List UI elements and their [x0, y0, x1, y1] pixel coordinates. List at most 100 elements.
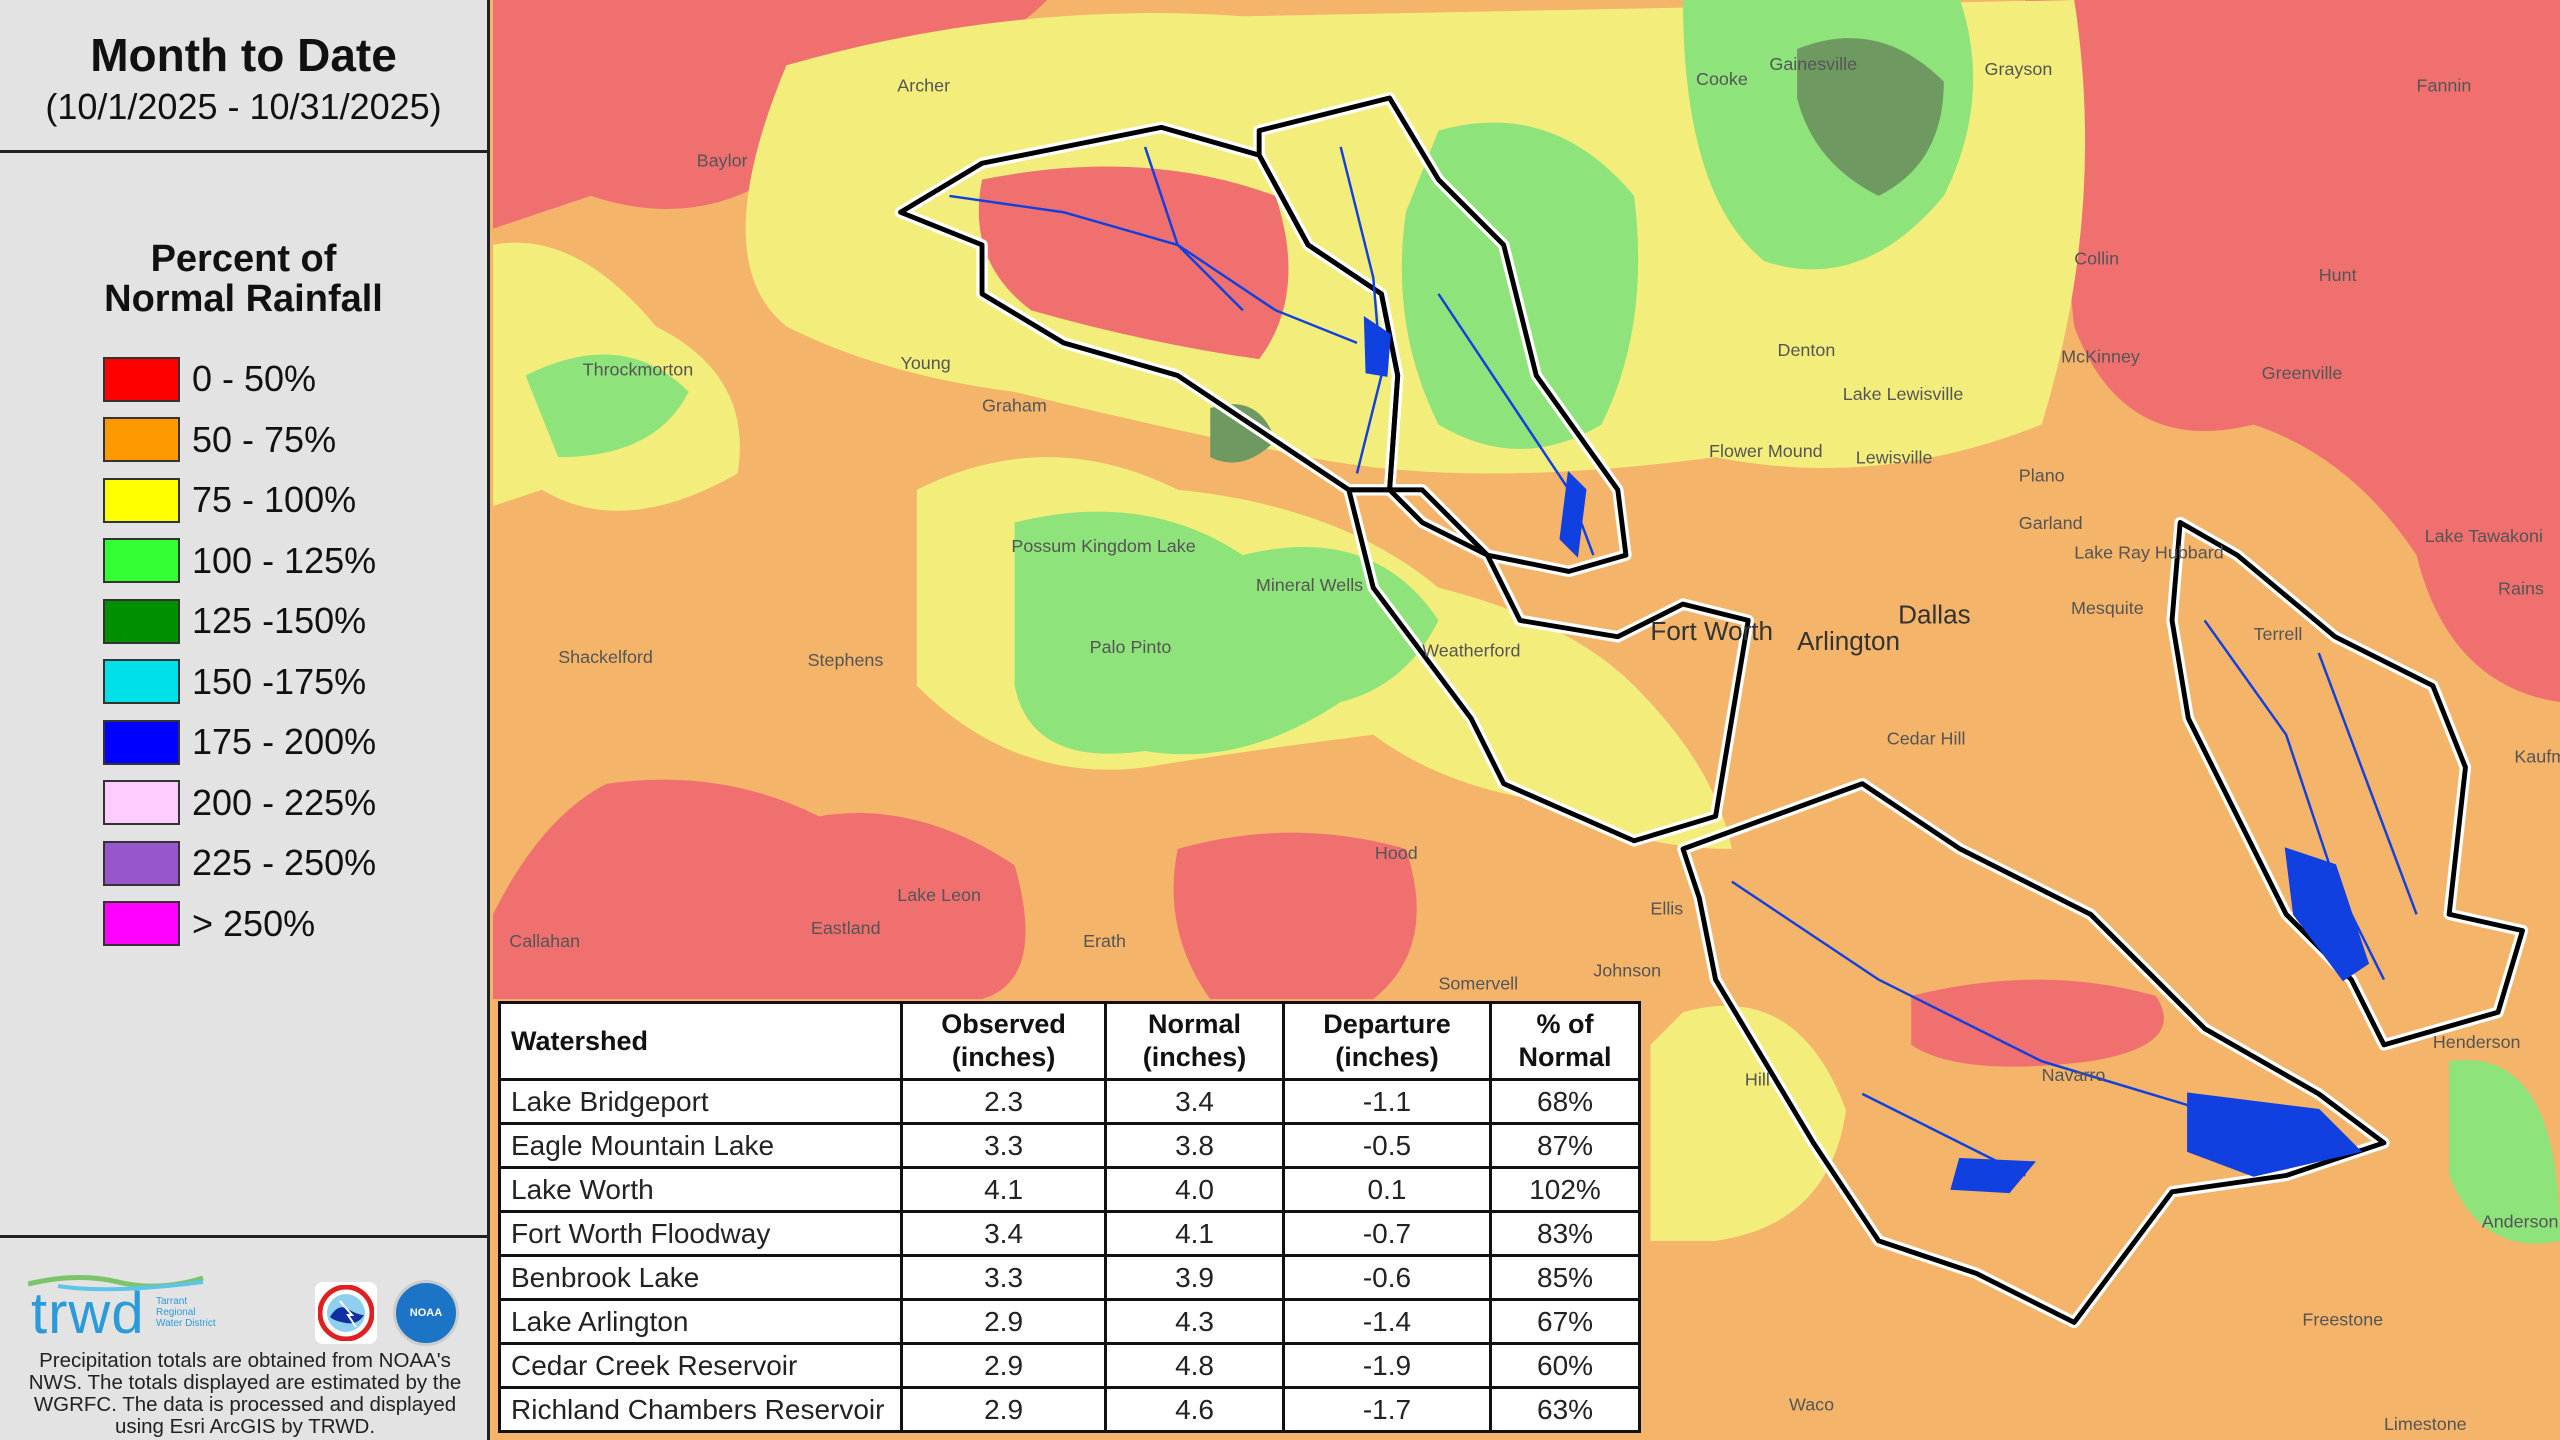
legend-label: 175 - 200%: [192, 721, 377, 763]
legend-item: > 250%: [103, 894, 487, 955]
legend-item: 125 -150%: [103, 591, 487, 652]
table-cell: -1.9: [1281, 1342, 1493, 1389]
table-cell: 4.8: [1104, 1342, 1285, 1389]
table-cell: 83%: [1489, 1210, 1641, 1257]
place-label: Baylor: [697, 151, 748, 171]
place-label: Flower Mound: [1709, 441, 1823, 461]
place-label: Ellis: [1650, 898, 1683, 918]
place-label: Graham: [982, 395, 1047, 415]
place-label: Anderson: [2482, 1212, 2559, 1232]
table-cell: 0.1: [1281, 1166, 1493, 1213]
place-label: Young: [901, 353, 951, 373]
legend-swatch: [103, 538, 180, 584]
table-cell: 68%: [1489, 1078, 1641, 1125]
table-cell: 3.4: [1104, 1078, 1285, 1125]
table-cell: Eagle Mountain Lake: [498, 1122, 903, 1169]
place-label: Callahan: [509, 931, 580, 951]
table-cell: Benbrook Lake: [498, 1254, 903, 1301]
legend-swatch: [103, 719, 180, 765]
column-header: Watershed: [498, 1001, 903, 1081]
table-cell: 3.3: [899, 1254, 1108, 1301]
table-cell: Lake Bridgeport: [498, 1078, 903, 1125]
legend-swatch: [103, 901, 180, 947]
table-cell: 2.9: [899, 1342, 1108, 1389]
table-cell: Lake Arlington: [498, 1298, 903, 1345]
column-header: Normal (inches): [1104, 1001, 1285, 1081]
legend-label: 225 - 250%: [192, 842, 377, 884]
rainfall-zones: [493, 0, 2560, 1244]
table-header-row: Watershed Observed (inches) Normal (inches…: [498, 1001, 1641, 1081]
table-row: Richland Chambers Reservoir 2.9 4.6 -1.7 63%: [498, 1386, 1641, 1433]
place-label: Freestone: [2302, 1310, 2383, 1330]
legend: Percent of Normal Rainfall 0 - 50% 50 - 75…: [0, 153, 487, 1238]
place-label: Lake Leon: [897, 885, 981, 905]
legend-label: 150 -175%: [192, 660, 367, 702]
table-cell: 85%: [1489, 1254, 1641, 1301]
place-label: Dallas: [1898, 600, 1970, 630]
legend-item: 175 - 200%: [103, 712, 487, 773]
place-label: Arlington: [1797, 626, 1900, 656]
legend-label: 75 - 100%: [192, 479, 357, 521]
disclaimer: Precipitation totals are obtained from N…: [28, 1349, 462, 1438]
table-cell: Cedar Creek Reservoir: [498, 1342, 903, 1389]
table-cell: Lake Worth: [498, 1166, 903, 1213]
table-row: Fort Worth Floodway 3.4 4.1 -0.7 83%: [498, 1210, 1641, 1257]
table-row: Lake Arlington 2.9 4.3 -1.4 67%: [498, 1298, 1641, 1345]
place-label: Henderson: [2433, 1032, 2521, 1052]
table-cell: -1.7: [1281, 1386, 1493, 1433]
place-label: Cedar Hill: [1887, 728, 1966, 748]
legend-label: 0 - 50%: [192, 358, 317, 400]
page-title: Month to Date: [90, 29, 397, 81]
table-body: Lake Bridgeport 2.3 3.4 -1.1 68% Eagle Mounta…: [498, 1078, 1641, 1433]
place-label: Kaufman: [2514, 746, 2560, 766]
place-label: Grayson: [1985, 59, 2053, 79]
place-label: Lake Tawakoni: [2425, 526, 2543, 546]
place-label: Possum Kingdom Lake: [1011, 536, 1195, 556]
table-row: Benbrook Lake 3.3 3.9 -0.6 85%: [498, 1254, 1641, 1301]
table-cell: 67%: [1489, 1298, 1641, 1345]
footer: trwd Tarrant Regional Water District NOA…: [0, 1238, 487, 1438]
place-label: Throckmorton: [583, 359, 694, 379]
place-label: Shackelford: [558, 647, 653, 667]
table-row: Lake Worth 4.1 4.0 0.1 102%: [498, 1166, 1641, 1213]
place-label: Archer: [897, 75, 950, 95]
place-label: Greenville: [2262, 363, 2343, 383]
table-row: Eagle Mountain Lake 3.3 3.8 -0.5 87%: [498, 1122, 1641, 1169]
place-label: Gainesville: [1769, 54, 1857, 74]
place-label: Terrell: [2254, 624, 2303, 644]
date-range: (10/1/2025 - 10/31/2025): [45, 86, 442, 127]
table-cell: -0.7: [1281, 1210, 1493, 1257]
place-label: Cooke: [1696, 69, 1748, 89]
place-label: Limestone: [2384, 1414, 2467, 1434]
legend-item: 0 - 50%: [103, 349, 487, 410]
table-cell: Fort Worth Floodway: [498, 1210, 903, 1257]
trwd-logo: trwd Tarrant Regional Water District: [28, 1275, 216, 1344]
place-label: Rains: [2498, 578, 2544, 598]
place-label: Plano: [2019, 466, 2065, 486]
table-cell: 60%: [1489, 1342, 1641, 1389]
trwd-logo-sub: Tarrant Regional Water District: [156, 1296, 216, 1329]
place-label: Fort Worth: [1650, 616, 1773, 646]
table-cell: 4.1: [1104, 1210, 1285, 1257]
legend-swatch: [103, 840, 180, 886]
wave-icon: [28, 1275, 204, 1292]
place-label: Somervell: [1438, 973, 1518, 993]
table-cell: Richland Chambers Reservoir: [498, 1386, 903, 1433]
legend-title-line2: Normal Rainfall: [104, 278, 383, 320]
place-label: Lewisville: [1856, 448, 1933, 468]
place-label: Mineral Wells: [1256, 575, 1363, 595]
column-header: Departure (inches): [1281, 1001, 1493, 1081]
legend-item: 150 -175%: [103, 652, 487, 713]
table-cell: 102%: [1489, 1166, 1641, 1213]
place-label: Stephens: [808, 650, 884, 670]
place-label: Eastland: [811, 918, 881, 938]
place-label: Palo Pinto: [1090, 637, 1172, 657]
noaa-logo: NOAA: [393, 1280, 459, 1346]
legend-item: 100 - 125%: [103, 531, 487, 592]
legend-swatch: [103, 356, 180, 402]
rainfall-map[interactable]: Dallas Fort Worth Arlington Denton McKinney P…: [493, 0, 2560, 1440]
legend-label: 125 -150%: [192, 600, 367, 642]
legend-item: 225 - 250%: [103, 833, 487, 894]
table-cell: 4.3: [1104, 1298, 1285, 1345]
table-cell: 3.8: [1104, 1122, 1285, 1169]
